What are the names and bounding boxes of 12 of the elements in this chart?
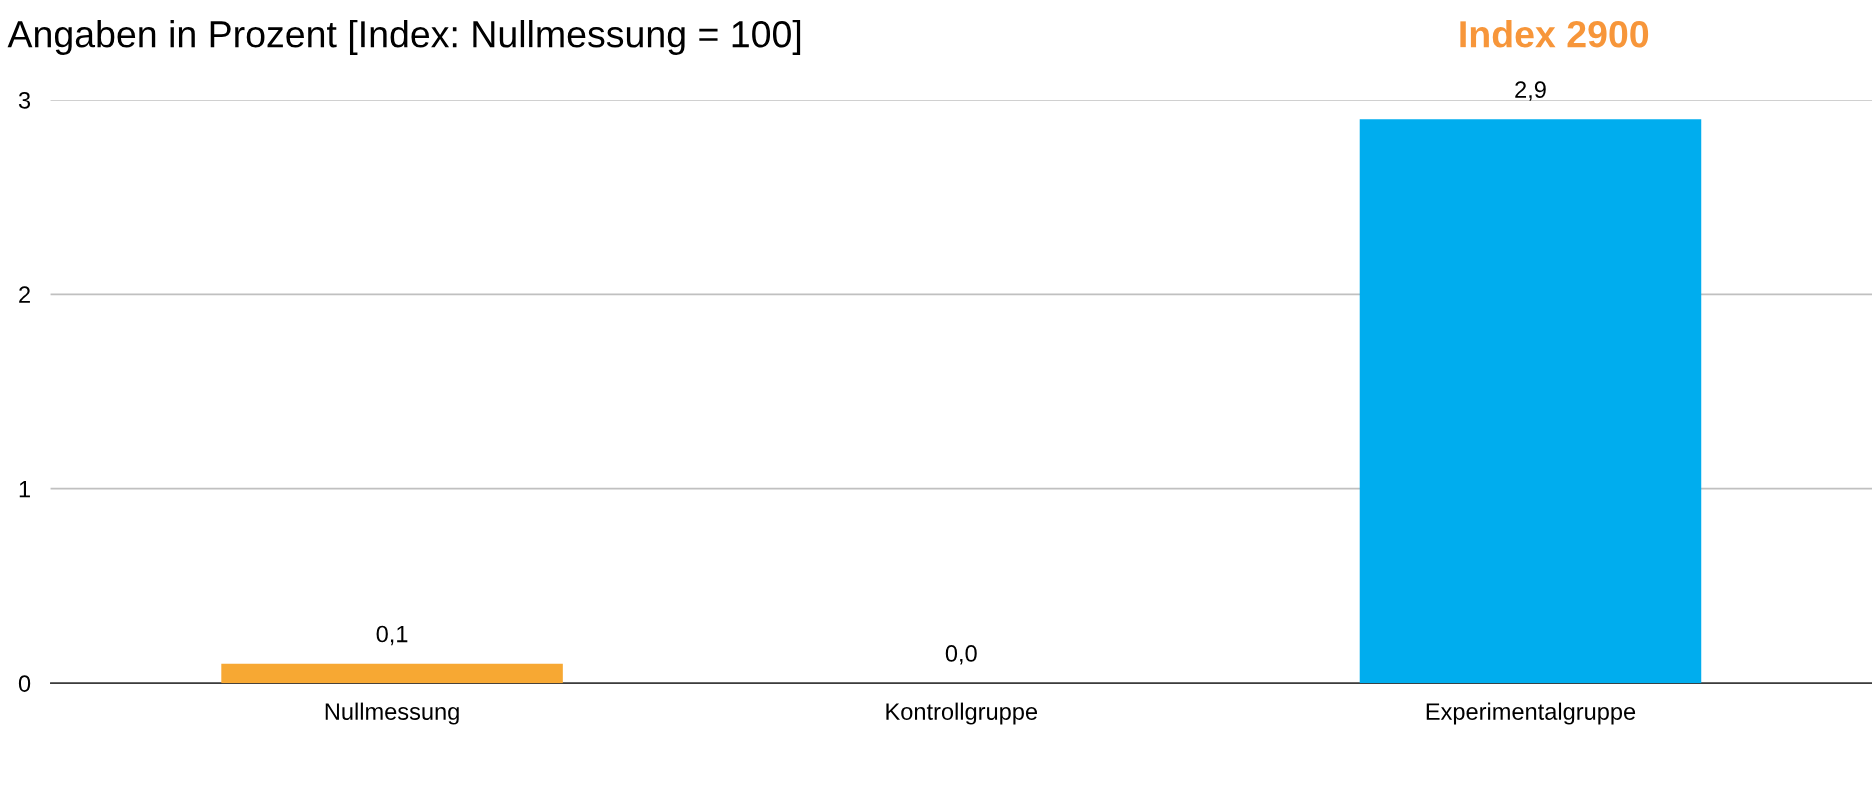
data-label: 0,1 — [376, 625, 408, 646]
x-tick-label: Kontrollgruppe — [886, 702, 1038, 725]
y-tick-label: 0 — [18, 675, 31, 692]
text: Index 2900 — [1460, 19, 1649, 48]
y-tick-label: 1 — [19, 481, 30, 498]
data-label: 2,9 — [1515, 81, 1546, 101]
chart-subtitle: Angaben in Prozent [Index: Nullmessung = 100] — [7, 19, 801, 55]
x-tick-label: Experimentalgruppe — [1426, 702, 1636, 725]
y-tick-label: 3 — [18, 91, 31, 109]
x-tick-label: Nullmessung — [325, 702, 459, 725]
data-label: 0,0 — [945, 645, 977, 665]
y-tick-label: 2 — [19, 286, 30, 303]
